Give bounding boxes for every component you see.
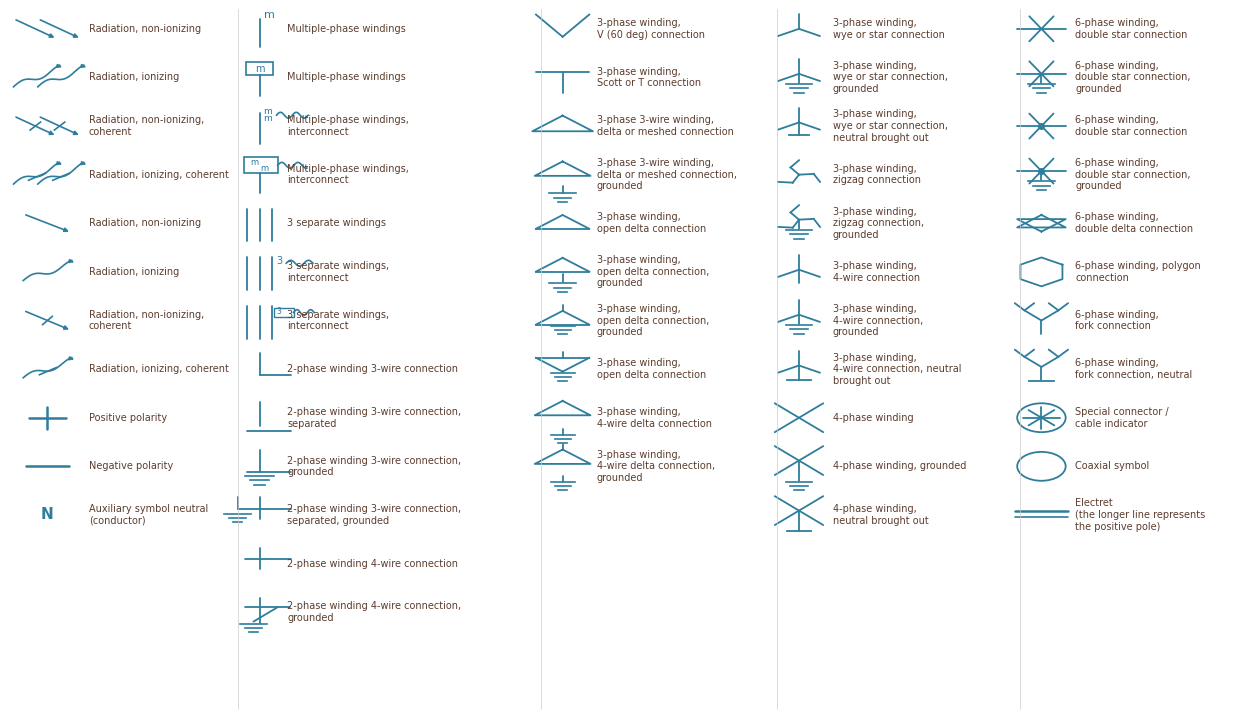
Text: 6-phase winding,
double delta connection: 6-phase winding, double delta connection [1075, 212, 1194, 234]
Text: 2-phase winding 3-wire connection,
separated: 2-phase winding 3-wire connection, separ… [288, 407, 461, 428]
Text: Negative polarity: Negative polarity [89, 461, 173, 471]
Text: Multiple-phase windings,
interconnect: Multiple-phase windings, interconnect [288, 115, 409, 137]
Text: Radiation, ionizing, coherent: Radiation, ionizing, coherent [89, 170, 229, 180]
Text: 3-phase winding,
4-wire delta connection: 3-phase winding, 4-wire delta connection [597, 407, 712, 428]
Text: 6-phase winding,
double star connection,
grounded: 6-phase winding, double star connection,… [1075, 61, 1190, 94]
Bar [246, 62, 273, 75]
Text: Multiple-phase windings: Multiple-phase windings [288, 72, 407, 83]
Text: 2-phase winding 4-wire connection,
grounded: 2-phase winding 4-wire connection, groun… [288, 601, 461, 623]
Text: 6-phase winding,
double star connection: 6-phase winding, double star connection [1075, 115, 1188, 137]
Text: Radiation, non-ionizing,
coherent: Radiation, non-ionizing, coherent [89, 310, 204, 331]
Text: 3 separate windings,
interconnect: 3 separate windings, interconnect [288, 310, 389, 331]
Text: Electret
(the longer line represents
the positive pole): Electret (the longer line represents the… [1075, 498, 1205, 531]
Text: 3-phase 3-wire winding,
delta or meshed connection: 3-phase 3-wire winding, delta or meshed … [597, 115, 733, 137]
Text: Radiation, ionizing: Radiation, ionizing [89, 267, 179, 277]
Text: 2-phase winding 3-wire connection: 2-phase winding 3-wire connection [288, 364, 459, 374]
Text: 3-phase winding,
wye or star connection,
grounded: 3-phase winding, wye or star connection,… [833, 61, 948, 94]
Text: m: m [263, 107, 272, 116]
Text: m: m [256, 64, 265, 74]
Text: N: N [41, 507, 54, 523]
Text: Radiation, ionizing: Radiation, ionizing [89, 72, 179, 83]
Text: 3-phase winding,
wye or star connection: 3-phase winding, wye or star connection [833, 18, 944, 40]
Text: 3-phase winding,
4-wire delta connection,
grounded: 3-phase winding, 4-wire delta connection… [597, 450, 714, 483]
Text: Coaxial symbol: Coaxial symbol [1075, 461, 1149, 471]
Text: 3-phase 3-wire winding,
delta or meshed connection,
grounded: 3-phase 3-wire winding, delta or meshed … [597, 158, 737, 191]
Text: 2-phase winding 3-wire connection,
separated, grounded: 2-phase winding 3-wire connection, separ… [288, 504, 461, 526]
Text: 2-phase winding 3-wire connection,
grounded: 2-phase winding 3-wire connection, groun… [288, 455, 461, 477]
Text: 6-phase winding,
fork connection: 6-phase winding, fork connection [1075, 310, 1159, 331]
Text: Special connector /
cable indicator: Special connector / cable indicator [1075, 407, 1169, 428]
Text: 3-phase winding,
Scott or T connection: 3-phase winding, Scott or T connection [597, 67, 701, 88]
Text: 3-phase winding,
zigzag connection,
grounded: 3-phase winding, zigzag connection, grou… [833, 207, 925, 240]
Text: 3: 3 [277, 256, 283, 266]
Text: m: m [251, 158, 258, 167]
Text: 3-phase winding,
open delta connection: 3-phase winding, open delta connection [597, 212, 706, 234]
Text: Auxiliary symbol neutral
(conductor): Auxiliary symbol neutral (conductor) [89, 504, 208, 526]
Text: 3: 3 [277, 307, 282, 316]
Text: 6-phase winding,
fork connection, neutral: 6-phase winding, fork connection, neutra… [1075, 358, 1193, 380]
Text: 3-phase winding,
open delta connection: 3-phase winding, open delta connection [597, 358, 706, 380]
Text: Radiation, non-ionizing,
coherent: Radiation, non-ionizing, coherent [89, 115, 204, 137]
Text: Positive polarity: Positive polarity [89, 413, 167, 423]
Text: m: m [261, 165, 268, 173]
Bar [274, 307, 293, 317]
Text: 2-phase winding 4-wire connection: 2-phase winding 4-wire connection [288, 558, 459, 568]
Text: Multiple-phase windings,
interconnect: Multiple-phase windings, interconnect [288, 164, 409, 186]
Text: 3-phase winding,
4-wire connection, neutral
brought out: 3-phase winding, 4-wire connection, neut… [833, 352, 962, 386]
Text: 6-phase winding, polygon
connection: 6-phase winding, polygon connection [1075, 261, 1201, 283]
Text: Radiation, non-ionizing: Radiation, non-ionizing [89, 24, 200, 34]
Text: 4-phase winding, grounded: 4-phase winding, grounded [833, 461, 967, 471]
Text: 3-phase winding,
open delta connection,
grounded: 3-phase winding, open delta connection, … [597, 255, 709, 289]
Text: 6-phase winding,
double star connection: 6-phase winding, double star connection [1075, 18, 1188, 40]
Text: Radiation, ionizing, coherent: Radiation, ionizing, coherent [89, 364, 229, 374]
Text: 3-phase winding,
zigzag connection: 3-phase winding, zigzag connection [833, 164, 921, 186]
Text: 3-phase winding,
V (60 deg) connection: 3-phase winding, V (60 deg) connection [597, 18, 705, 40]
Text: Radiation, non-ionizing: Radiation, non-ionizing [89, 218, 200, 228]
Text: 3-phase winding,
4-wire connection,
grounded: 3-phase winding, 4-wire connection, grou… [833, 304, 923, 337]
Text: 3-phase winding,
wye or star connection,
neutral brought out: 3-phase winding, wye or star connection,… [833, 109, 948, 143]
Text: m: m [265, 10, 276, 20]
Text: 3 separate windings: 3 separate windings [288, 218, 387, 228]
Text: 4-phase winding,
neutral brought out: 4-phase winding, neutral brought out [833, 504, 928, 526]
Text: 6-phase winding,
double star connection,
grounded: 6-phase winding, double star connection,… [1075, 158, 1190, 191]
Text: 4-phase winding: 4-phase winding [833, 413, 913, 423]
Bar [243, 157, 278, 173]
Text: m: m [263, 114, 272, 123]
Text: 3 separate windings,
interconnect: 3 separate windings, interconnect [288, 261, 389, 283]
Text: 3-phase winding,
4-wire connection: 3-phase winding, 4-wire connection [833, 261, 920, 283]
Text: 3-phase winding,
open delta connection,
grounded: 3-phase winding, open delta connection, … [597, 304, 709, 337]
Text: Multiple-phase windings: Multiple-phase windings [288, 24, 407, 34]
